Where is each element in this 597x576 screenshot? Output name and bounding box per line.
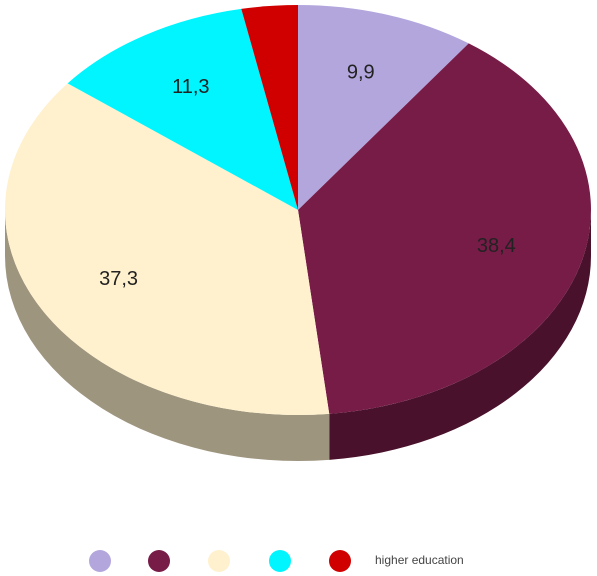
slice xyxy=(67,8,298,210)
value-label: 9,9 xyxy=(347,62,375,84)
slice-side xyxy=(5,210,330,461)
legend-swatch xyxy=(329,550,351,572)
slice xyxy=(4,83,330,415)
legend-swatch xyxy=(269,550,291,572)
legend-swatch xyxy=(89,550,111,572)
slice xyxy=(298,5,469,210)
legend-swatch xyxy=(208,550,230,572)
slice-side xyxy=(329,210,591,460)
legend-label: higher education xyxy=(375,553,464,567)
slice xyxy=(298,43,591,414)
slice xyxy=(241,5,298,210)
legend-swatch xyxy=(148,550,170,572)
value-label: 11,3 xyxy=(172,76,209,98)
value-label: 38,4 xyxy=(477,235,516,257)
value-label: 37,3 xyxy=(99,268,138,290)
